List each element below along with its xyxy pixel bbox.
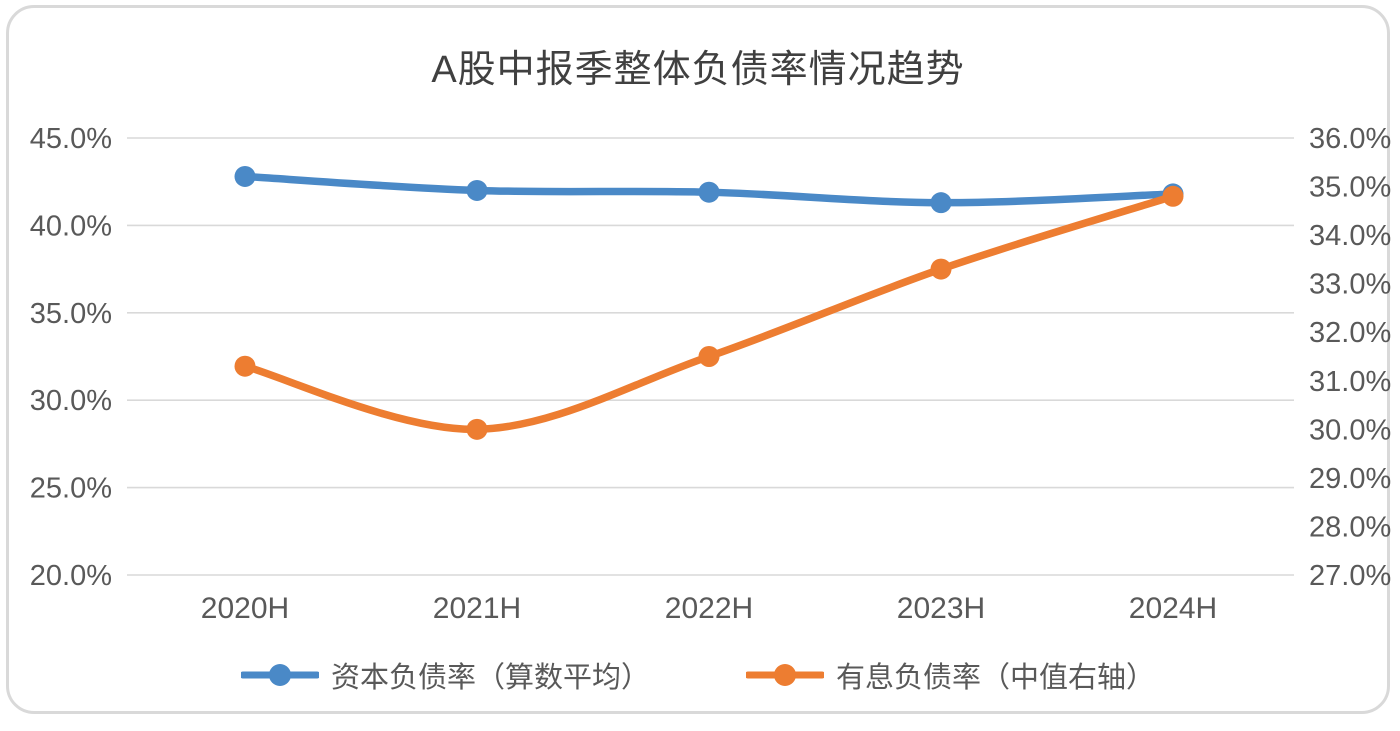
series-point-1 [1162, 185, 1184, 207]
series-point-0 [930, 192, 952, 214]
legend-item-capital-debt-ratio: 资本负债率（算数平均） [240, 654, 650, 696]
chart-plot-area: 45.0% 40.0% 35.0% 30.0% 25.0% 20.0% 36.0% 35.0%… [30, 123, 1391, 625]
left-axis-tick-label: 20.0% [30, 560, 112, 592]
chart-card: A股中报季整体负债率情况趋势 45.0% 40.0% 35.0% 30.0% 25.0%… [6, 5, 1391, 714]
series-point-1 [466, 418, 488, 440]
left-axis-tick-label: 35.0% [30, 298, 112, 330]
legend-label-capital-debt-ratio: 资本负债率（算数平均） [330, 662, 650, 694]
right-axis-tick-label: 30.0% [1309, 414, 1391, 446]
series-point-0 [466, 179, 488, 201]
right-axis-tick-label: 33.0% [1309, 269, 1391, 301]
x-axis-tick-label: 2020H [201, 592, 289, 625]
left-axis-tick-label: 40.0% [30, 210, 112, 242]
legend-item-interest-bearing-debt-ratio: 有息负债率（中值右轴） [746, 654, 1155, 696]
left-axis-tick-label: 45.0% [30, 123, 112, 155]
right-axis-tick-label: 29.0% [1309, 463, 1391, 495]
series-point-0 [698, 181, 720, 203]
legend-marker-line-dot-icon [746, 664, 824, 686]
x-axis-tick-label: 2021H [433, 592, 521, 625]
x-axis-tick-label: 2022H [665, 592, 753, 625]
legend-label-interest-bearing-debt-ratio: 有息负债率（中值右轴） [836, 662, 1156, 694]
series-point-1 [234, 355, 256, 377]
right-axis-tick-label: 27.0% [1309, 560, 1391, 592]
left-axis-tick-label: 25.0% [30, 473, 112, 505]
x-axis-tick-label: 2024H [1129, 592, 1217, 625]
left-axis-tick-label: 30.0% [30, 385, 112, 417]
chart-title: A股中报季整体负债率情况趋势 [431, 49, 965, 91]
right-axis-tick-label: 31.0% [1309, 366, 1391, 398]
right-axis-tick-label: 36.0% [1309, 123, 1391, 155]
x-axis-tick-label: 2023H [897, 592, 985, 625]
series-point-0 [234, 165, 256, 187]
series-point-1 [930, 258, 952, 280]
right-axis-tick-label: 28.0% [1309, 511, 1391, 543]
series-point-1 [698, 346, 720, 367]
right-axis-tick-label: 32.0% [1309, 317, 1391, 349]
chart-legend: 资本负债率（算数平均） 有息负债率（中值右轴） [9, 654, 1387, 696]
right-axis-tick-label: 34.0% [1309, 220, 1391, 252]
right-axis-tick-label: 35.0% [1309, 172, 1391, 204]
legend-marker-line-dot-icon [240, 664, 319, 686]
